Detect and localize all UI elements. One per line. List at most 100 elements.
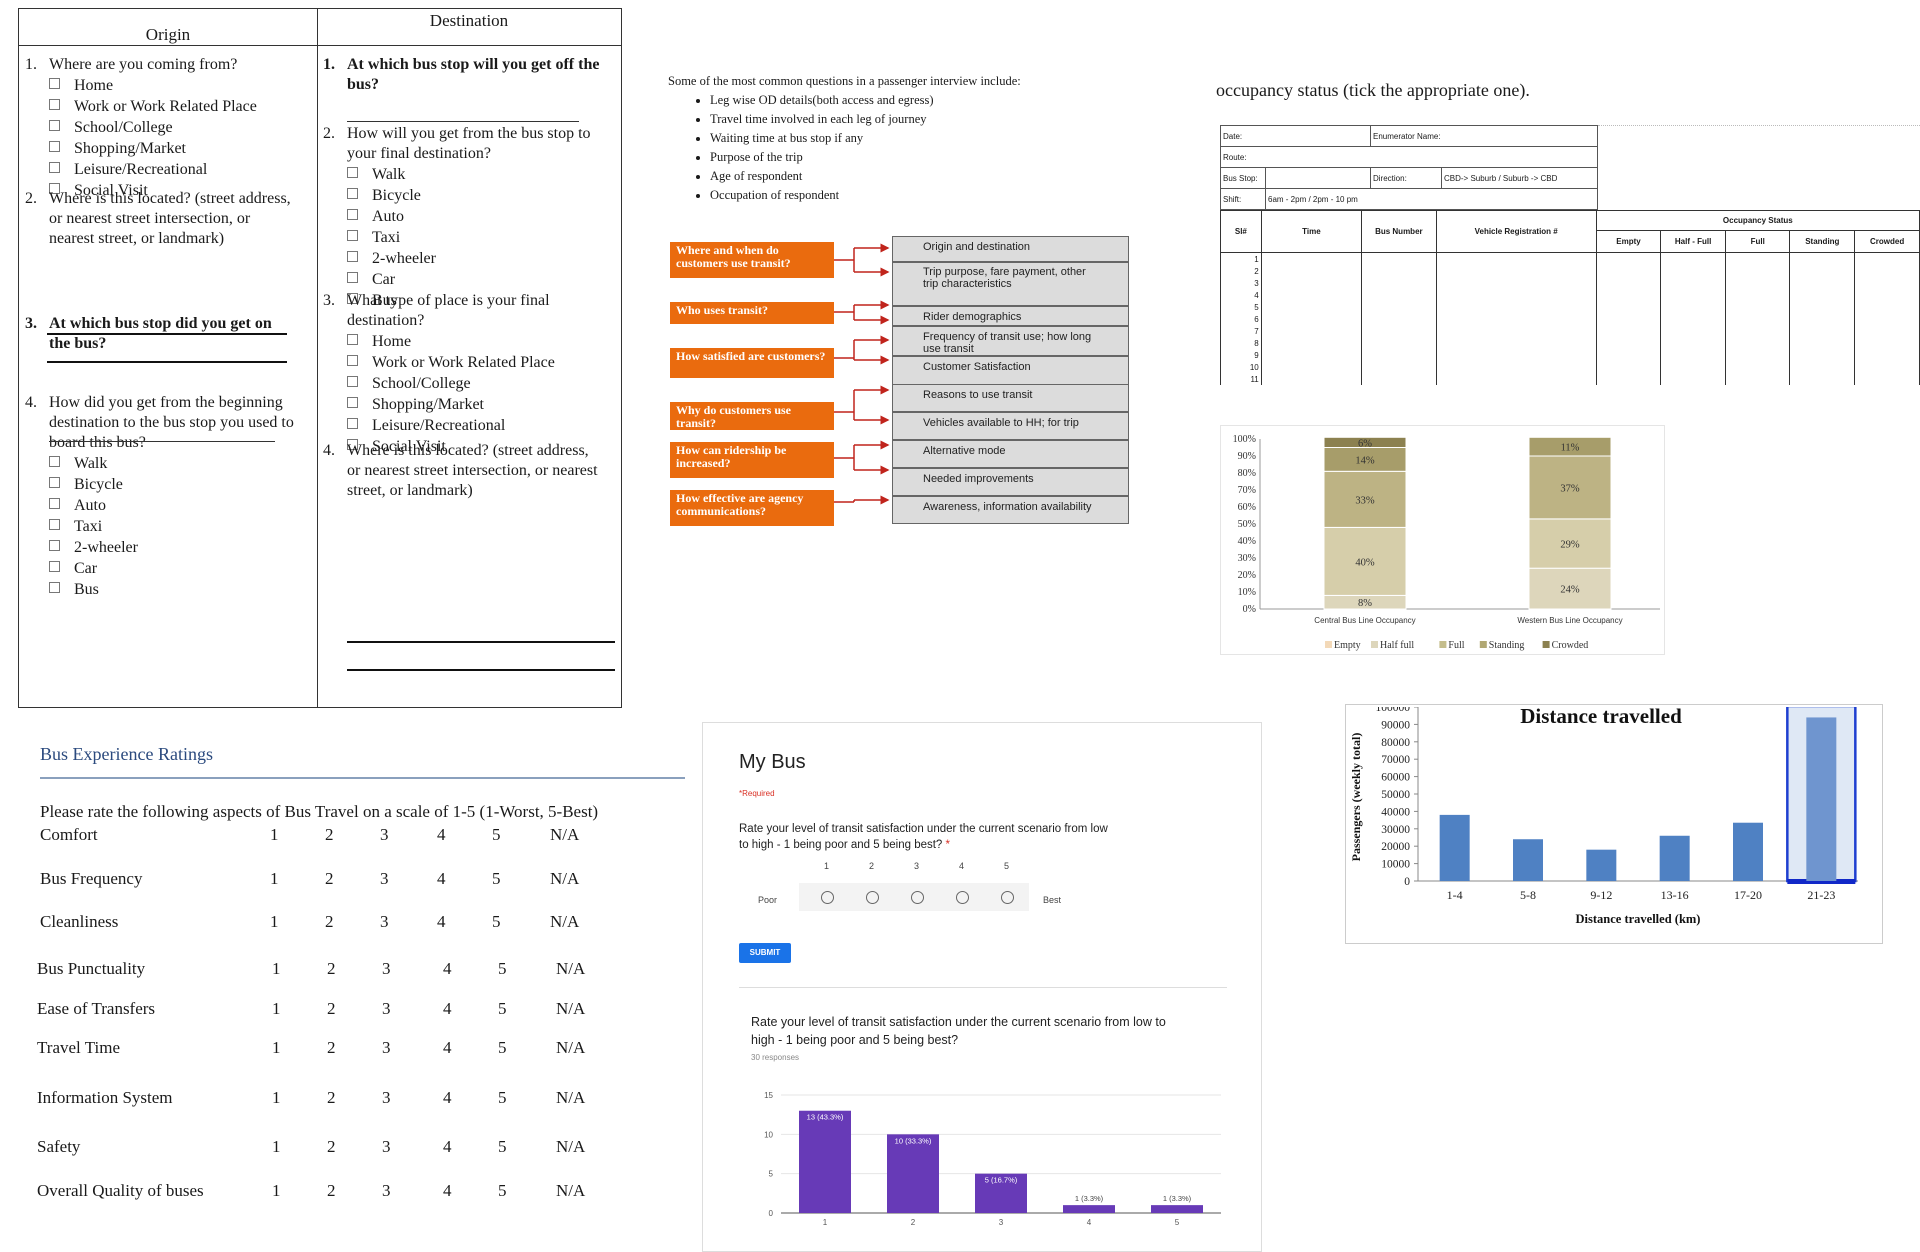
checkbox[interactable] [347, 293, 358, 304]
rating-option[interactable]: N/A [556, 1181, 586, 1200]
entry-cell[interactable] [1260, 349, 1363, 361]
rating-option[interactable]: 4 [443, 999, 452, 1018]
entry-cell[interactable] [1789, 313, 1856, 325]
rating-option[interactable]: 3 [380, 869, 389, 888]
option-item[interactable]: Bus [323, 290, 605, 311]
option-item[interactable]: 2-wheeler [25, 537, 297, 558]
rating-option[interactable]: 3 [382, 1088, 391, 1107]
checkbox[interactable] [49, 519, 60, 530]
rating-option[interactable]: 5 [498, 1038, 507, 1057]
checkbox[interactable] [49, 540, 60, 551]
radio-option[interactable] [821, 891, 834, 904]
entry-cell[interactable] [1260, 289, 1363, 301]
rating-option[interactable]: 3 [380, 912, 389, 931]
entry-cell[interactable] [1724, 373, 1791, 385]
entry-cell[interactable] [1361, 337, 1437, 349]
rating-option[interactable]: 4 [437, 912, 446, 931]
answer-line[interactable] [47, 361, 287, 363]
rating-option[interactable]: 4 [443, 1181, 452, 1200]
rating-option[interactable]: N/A [556, 959, 586, 978]
entry-cell[interactable] [1660, 373, 1726, 385]
rating-option[interactable]: 1 [272, 999, 281, 1018]
checkbox[interactable] [49, 78, 60, 89]
answer-line[interactable] [49, 441, 275, 442]
entry-cell[interactable] [1724, 289, 1791, 301]
entry-cell[interactable] [1854, 265, 1920, 277]
radio-option[interactable] [1001, 891, 1014, 904]
entry-cell[interactable] [1595, 265, 1662, 277]
entry-cell[interactable] [1724, 361, 1791, 373]
entry-cell[interactable] [1361, 349, 1437, 361]
checkbox[interactable] [347, 376, 358, 387]
option-item[interactable]: 2-wheeler [323, 248, 605, 269]
checkbox[interactable] [347, 439, 358, 450]
option-item[interactable]: Shopping/Market [323, 394, 605, 415]
radio-option[interactable] [956, 891, 969, 904]
entry-cell[interactable] [1789, 349, 1856, 361]
entry-cell[interactable] [1660, 289, 1726, 301]
entry-cell[interactable] [1660, 349, 1726, 361]
entry-cell[interactable] [1854, 252, 1920, 265]
answer-line[interactable] [347, 121, 579, 122]
checkbox[interactable] [347, 272, 358, 283]
checkbox[interactable] [49, 141, 60, 152]
checkbox[interactable] [347, 334, 358, 345]
entry-cell[interactable] [1361, 301, 1437, 313]
rating-option[interactable]: N/A [556, 1137, 586, 1156]
checkbox[interactable] [347, 188, 358, 199]
rating-option[interactable]: 5 [492, 825, 501, 844]
entry-cell[interactable] [1435, 301, 1597, 313]
checkbox[interactable] [49, 183, 60, 194]
entry-cell[interactable] [1854, 277, 1920, 289]
checkbox[interactable] [347, 230, 358, 241]
entry-cell[interactable] [1435, 313, 1597, 325]
option-item[interactable]: Taxi [323, 227, 605, 248]
entry-cell[interactable] [1660, 337, 1726, 349]
rating-option[interactable]: 5 [492, 912, 501, 931]
checkbox[interactable] [49, 561, 60, 572]
entry-cell[interactable] [1724, 265, 1791, 277]
option-item[interactable]: Bicycle [25, 474, 297, 495]
rating-option[interactable]: 4 [437, 825, 446, 844]
radio-option[interactable] [866, 891, 879, 904]
entry-cell[interactable] [1789, 325, 1856, 337]
entry-cell[interactable] [1595, 349, 1662, 361]
rating-option[interactable]: 1 [272, 1038, 281, 1057]
entry-cell[interactable] [1789, 289, 1856, 301]
entry-cell[interactable] [1361, 373, 1437, 385]
rating-option[interactable]: 2 [327, 1088, 336, 1107]
rating-option[interactable]: 4 [443, 959, 452, 978]
option-item[interactable]: Work or Work Related Place [323, 352, 605, 373]
entry-cell[interactable] [1361, 325, 1437, 337]
rating-option[interactable]: 4 [443, 1038, 452, 1057]
entry-cell[interactable] [1435, 277, 1597, 289]
entry-cell[interactable] [1724, 301, 1791, 313]
entry-cell[interactable] [1789, 277, 1856, 289]
rating-option[interactable]: 1 [270, 825, 279, 844]
entry-cell[interactable] [1854, 289, 1920, 301]
radio-option[interactable] [911, 891, 924, 904]
checkbox[interactable] [347, 355, 358, 366]
rating-option[interactable]: N/A [556, 1088, 586, 1107]
checkbox[interactable] [49, 582, 60, 593]
option-item[interactable]: Auto [323, 206, 605, 227]
entry-cell[interactable] [1260, 325, 1363, 337]
rating-option[interactable]: 1 [272, 1137, 281, 1156]
entry-cell[interactable] [1595, 373, 1662, 385]
entry-cell[interactable] [1789, 252, 1856, 265]
rating-option[interactable]: 2 [325, 912, 334, 931]
rating-option[interactable]: 2 [325, 869, 334, 888]
entry-cell[interactable] [1854, 325, 1920, 337]
option-item[interactable]: Taxi [25, 516, 297, 537]
entry-cell[interactable] [1660, 361, 1726, 373]
entry-cell[interactable] [1724, 349, 1791, 361]
entry-cell[interactable] [1435, 337, 1597, 349]
checkbox[interactable] [347, 251, 358, 262]
option-item[interactable]: Bus [25, 579, 297, 600]
option-item[interactable]: Walk [25, 453, 297, 474]
submit-button[interactable]: SUBMIT [739, 943, 791, 963]
entry-cell[interactable] [1660, 277, 1726, 289]
option-item[interactable]: Car [25, 558, 297, 579]
entry-cell[interactable] [1435, 373, 1597, 385]
rating-option[interactable]: 4 [437, 869, 446, 888]
